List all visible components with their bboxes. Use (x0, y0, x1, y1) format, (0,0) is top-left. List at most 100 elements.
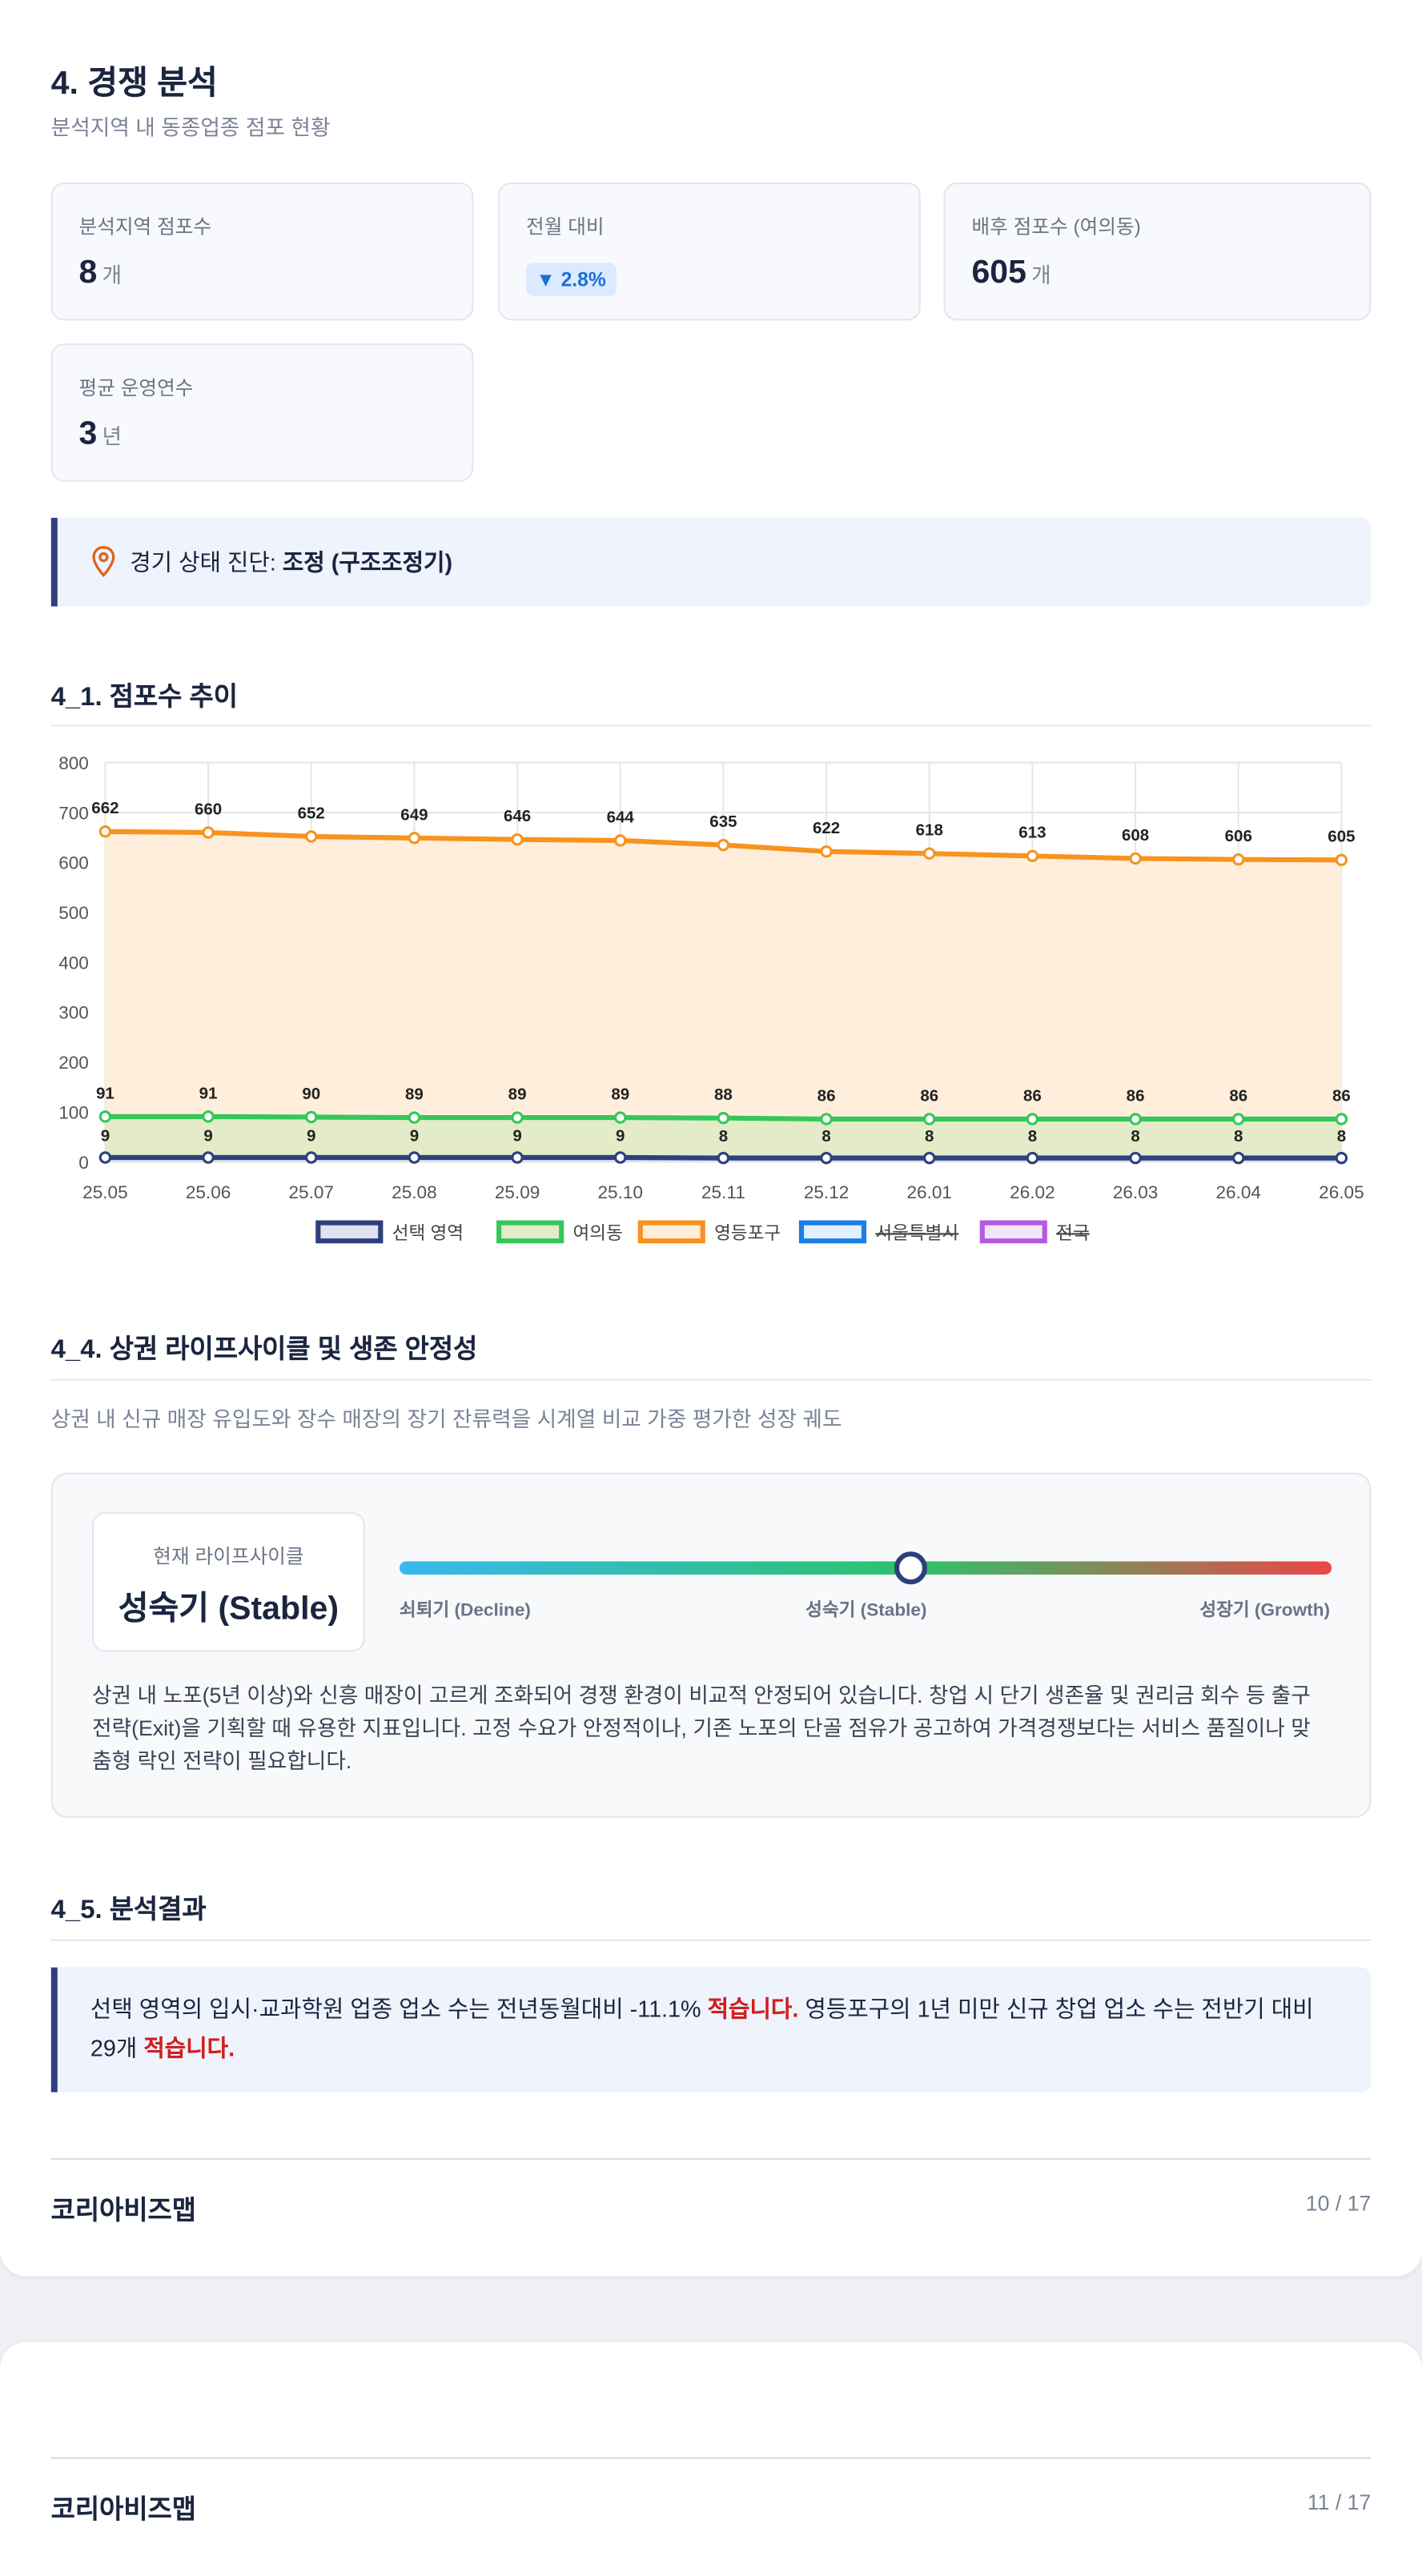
gauge-marker (894, 1551, 928, 1585)
data-label: 662 (91, 799, 118, 817)
data-point (202, 1151, 215, 1164)
data-label: 8 (719, 1127, 728, 1146)
data-point (202, 1110, 215, 1123)
stat-label: 전월 대비 (526, 215, 605, 239)
data-point (1026, 849, 1039, 863)
diagnosis-text: 경기 상태 진단: 조정 (구조조정기) (130, 546, 452, 579)
divider (50, 1378, 1372, 1381)
y-tick-label: 0 (78, 1153, 89, 1173)
data-label: 86 (1127, 1086, 1145, 1105)
data-label: 8 (1234, 1127, 1243, 1146)
data-point (1335, 1151, 1348, 1165)
data-label: 86 (1332, 1086, 1351, 1105)
legend-swatch (637, 1220, 705, 1244)
data-label: 86 (1023, 1086, 1042, 1105)
x-tick-label: 25.12 (804, 1182, 850, 1202)
data-point (98, 1151, 112, 1164)
data-point (1129, 852, 1142, 865)
data-point (923, 847, 936, 860)
data-point (1232, 853, 1245, 866)
lifecycle-text: 상권 내 노포(5년 이상)와 신흥 매장이 고르게 조화되어 경쟁 환경이 비… (91, 1683, 1311, 1774)
x-tick-label: 25.10 (597, 1182, 643, 1202)
data-label: 89 (611, 1085, 629, 1104)
stage-label: 쇠퇴기 (Decline) (399, 1600, 531, 1621)
data-point (202, 826, 215, 839)
stage-label: 성장기 (Growth) (1199, 1600, 1331, 1621)
data-label: 90 (302, 1085, 320, 1103)
y-tick-label: 600 (58, 853, 89, 873)
data-label: 9 (307, 1126, 315, 1145)
data-label: 9 (101, 1126, 110, 1145)
lifecycle-description: 상권 내 신규 매장 유입도와 장수 매장의 장기 잔류력을 시계열 비교 가중… (50, 1406, 842, 1432)
data-point (1026, 1113, 1039, 1125)
data-label: 89 (508, 1085, 527, 1104)
data-label: 9 (616, 1126, 625, 1145)
legend-swatch (496, 1220, 564, 1244)
subsection-title: 4_5. 분석결과 (50, 1896, 207, 1925)
data-point (408, 832, 421, 845)
gauge-track (399, 1561, 1332, 1575)
diagnosis-box: 경기 상태 진단: 조정 (구조조정기) (50, 517, 1372, 607)
report-page: 4. 경쟁 분석 분석지역 내 동종업종 점포 현황 분석지역 점포수 8 개 전월… (0, 0, 1422, 2277)
data-point (820, 1113, 833, 1125)
legend-label: 영등포구 (714, 1223, 781, 1243)
stat-number: 3 (78, 415, 98, 452)
data-point (614, 834, 627, 847)
subsection-title: 4_4. 상권 라이프사이클 및 생존 안정성 (50, 1336, 478, 1365)
stat-label: 평균 운영연수 (78, 376, 194, 399)
diagnosis-value: 조정 (구조조정기) (282, 548, 453, 576)
data-label: 613 (1018, 824, 1046, 842)
data-label: 9 (203, 1126, 212, 1145)
x-tick-label: 25.11 (701, 1182, 745, 1202)
data-label: 9 (410, 1126, 419, 1145)
pin-icon (92, 546, 115, 578)
stat-unit: 개 (1031, 263, 1051, 288)
data-label: 652 (298, 804, 325, 822)
data-point (614, 1111, 627, 1124)
legend-label: 전국 (1056, 1223, 1090, 1243)
footer-brand: 코리아비즈맵 (50, 2197, 197, 2226)
stat-value: ▼ 2.8% (526, 258, 617, 296)
change-badge: ▼ 2.8% (526, 263, 617, 296)
x-tick-label: 25.07 (288, 1182, 334, 1202)
footer-page: 10 / 17 (1305, 2190, 1372, 2216)
data-label: 91 (199, 1084, 218, 1102)
stat-card: 평균 운영연수 3 년 (50, 343, 474, 482)
data-point (305, 1110, 318, 1124)
footer-page: 11 / 17 (1307, 2490, 1372, 2515)
data-point (717, 1151, 730, 1165)
stat-number: 2.8% (560, 267, 606, 291)
divider (50, 2157, 1372, 2160)
data-point (98, 1110, 112, 1123)
data-label: 88 (714, 1085, 733, 1104)
data-label: 646 (504, 807, 531, 825)
x-tick-label: 25.09 (495, 1182, 540, 1202)
data-label: 635 (709, 813, 737, 831)
data-point (98, 825, 112, 838)
data-point (1232, 1151, 1245, 1165)
x-tick-label: 26.03 (1113, 1182, 1159, 1202)
data-point (511, 833, 524, 846)
current-stage-box: 현재 라이프사이클 성숙기 (Stable) (91, 1511, 365, 1652)
section-title: 4. 경쟁 분석 (50, 66, 218, 102)
series-area (105, 1116, 1342, 1162)
data-point (305, 1151, 318, 1164)
stat-unit: 개 (102, 263, 123, 288)
x-tick-label: 25.08 (392, 1182, 437, 1202)
divider (50, 724, 1372, 727)
x-tick-label: 26.05 (1319, 1182, 1364, 1202)
data-label: 605 (1328, 828, 1355, 846)
line-chart: 0 100 200 300 400 500 600 700 800 25.05 25.06 25.07… (58, 753, 1364, 1244)
data-label: 622 (813, 819, 840, 837)
result-text: 선택 영역의 입시·교과학원 업종 업소 수는 전년동월대비 -11.1% (90, 1995, 708, 2022)
stat-card: 분석지역 점포수 8 개 (50, 182, 474, 321)
legend-label: 여의동 (573, 1223, 623, 1243)
emphasis-text: 적습니다. (707, 1995, 799, 2022)
result-text: 영등포구의 1년 미만 신규 창업 업소 수는 전반기 대비 29개 (90, 1995, 1314, 2061)
divider (50, 1939, 1372, 1941)
data-label: 8 (1028, 1127, 1037, 1146)
